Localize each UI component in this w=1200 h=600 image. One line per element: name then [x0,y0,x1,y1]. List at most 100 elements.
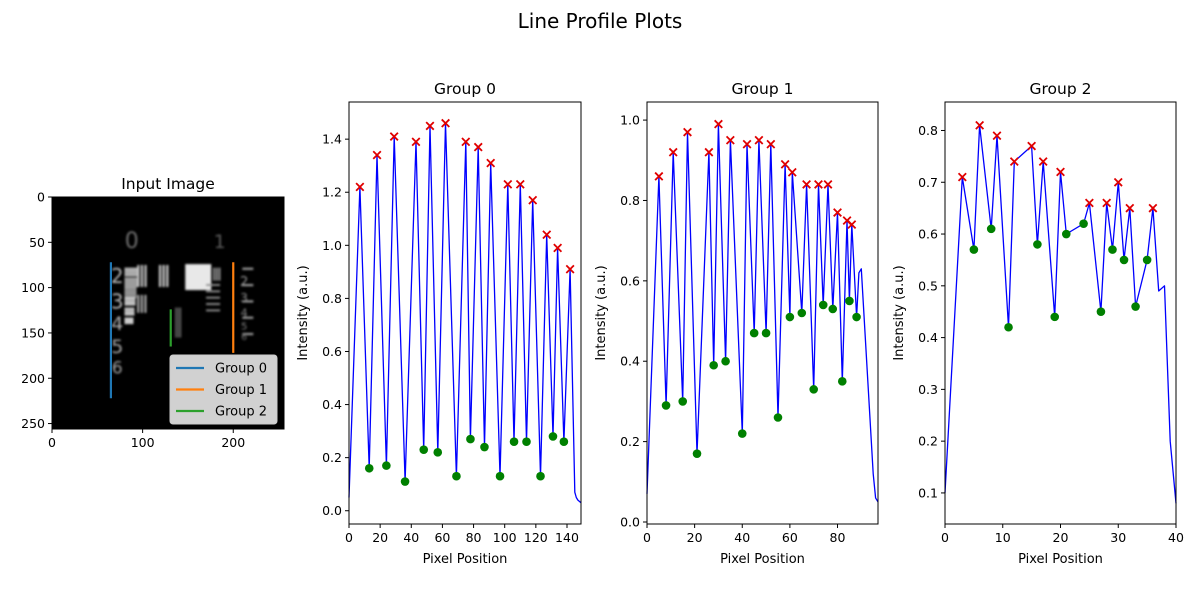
image-digit-label: 6 [112,359,123,379]
valley-marker [692,449,702,458]
valley-marker [969,245,979,254]
peak-marker [714,119,723,129]
valley-marker [433,448,443,457]
plot-area [945,102,1176,524]
peak-marker [542,230,552,240]
valley-marker [480,442,489,452]
x-tick-label: 100 [131,435,155,450]
bright-square [185,264,212,291]
valley-marker [495,471,505,481]
y-tick-label: 1.0 [620,113,640,128]
valley-marker [809,385,819,394]
bar-element [124,297,136,300]
bar-element [124,318,134,321]
x-tick-label: 200 [221,435,245,450]
y-axis-label: Intensity (a.u.) [892,265,907,360]
peak-marker [957,172,967,182]
plot-title: Group 1 [732,80,794,98]
valley-marker [466,434,475,444]
intensity-line [348,122,582,504]
bar-element [242,284,254,287]
y-axis-label: Intensity (a.u.) [296,265,311,360]
valley-marker [678,397,688,406]
y-tick-label: 0.2 [918,434,938,449]
valley-marker [1061,229,1071,239]
peak-marker [553,243,563,253]
bar-element [124,296,137,298]
valley-marker [837,377,847,386]
valley-marker [749,328,759,338]
bar-element [124,314,135,316]
bar-element [206,290,221,293]
valley-marker [509,437,519,447]
bar-element [206,296,221,299]
bar-element [218,267,221,281]
valley-marker [452,471,461,481]
y-tick-label: 0.6 [322,344,342,359]
valley-marker [1033,240,1042,249]
valley-marker [1119,255,1129,265]
peak-marker [486,158,496,168]
x-tick-label: 20 [1053,530,1069,545]
bar-element [124,294,137,296]
peak-marker [1102,198,1112,208]
y-tick-label: 0.4 [918,330,938,345]
y-tick-label: 100 [21,280,45,295]
peak-marker [683,127,692,137]
valley-marker [559,437,569,447]
valley-marker [364,463,374,473]
y-tick-label: 0.5 [918,278,938,293]
peak-marker [461,137,471,147]
valley-marker [986,224,996,234]
x-tick-label: 20 [687,530,703,545]
x-tick-label: 0 [48,435,56,450]
bar-element [124,273,139,275]
bar-element [124,299,136,301]
y-tick-label: 0.1 [918,485,938,500]
x-tick-label: 0 [941,530,949,545]
bar-element [124,281,138,284]
peak-marker [411,137,421,147]
valley-marker [1096,307,1106,317]
intensity-line [646,123,879,503]
bar-element [166,264,169,287]
x-axis-label: Pixel Position [720,552,805,567]
bar-element [124,277,138,280]
x-tick-label: 60 [434,530,450,545]
peak-marker [992,131,1002,141]
valley-marker [522,437,531,447]
peak-marker [742,139,752,149]
bar-element [242,300,254,303]
peak-marker [725,135,735,145]
valley-marker [1108,245,1117,254]
bar-element [124,289,137,292]
bar-element [124,300,136,303]
peak-marker [754,135,764,145]
y-tick-label: 0.8 [322,291,342,306]
peak-marker [975,120,985,130]
peak-marker [425,121,435,131]
y-axis-label: Intensity (a.u.) [594,265,609,360]
bar-element [124,304,136,306]
peak-marker [654,171,664,181]
y-tick-label: 0.3 [918,382,938,397]
peak-marker [1038,157,1048,166]
bar-element [124,269,139,271]
bar-element [179,307,182,338]
bar-element [124,317,134,320]
bar-element [158,264,162,287]
y-tick-label: 200 [21,371,45,386]
legend-label: Group 1 [215,383,267,398]
peak-marker [802,179,811,189]
x-tick-label: 100 [493,530,517,545]
valley-marker [400,477,410,486]
bar-element [124,279,138,282]
bar-element [242,316,254,319]
image-axes-frame [51,196,285,430]
x-tick-label: 80 [830,530,846,545]
bar-element [206,303,221,306]
bar-element [124,291,137,294]
peak-marker [1125,203,1135,213]
y-tick-label: 0.6 [620,273,640,288]
